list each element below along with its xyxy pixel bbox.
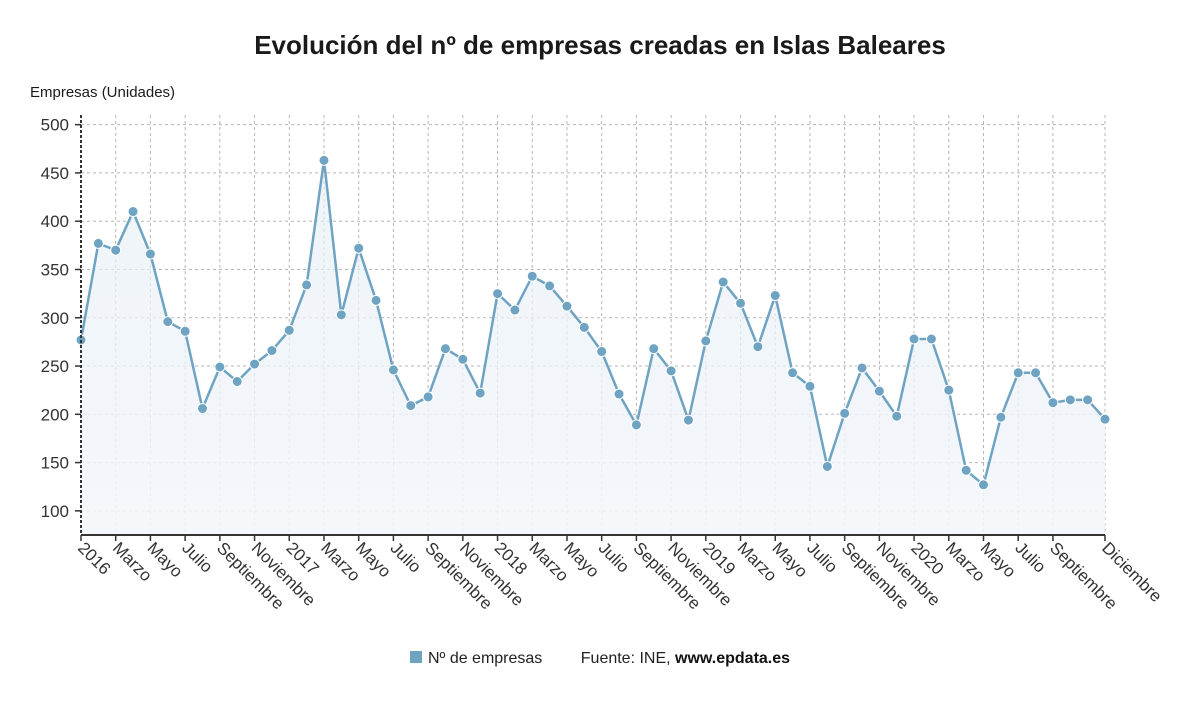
data-point	[214, 361, 226, 373]
data-point	[839, 407, 851, 419]
data-point	[873, 385, 885, 397]
x-tick-label: 2016	[74, 538, 114, 578]
data-point	[1012, 367, 1024, 379]
x-tick-label: Julio	[595, 538, 633, 576]
data-point	[526, 270, 538, 282]
y-tick-label: 300	[41, 309, 69, 328]
data-point	[335, 309, 347, 321]
data-point	[648, 343, 660, 355]
data-point	[682, 414, 694, 426]
data-point	[422, 391, 434, 403]
source-prefix: Fuente: INE,	[580, 650, 676, 667]
data-point	[179, 325, 191, 337]
data-point	[925, 333, 937, 345]
x-tick-label: Julio	[803, 538, 841, 576]
data-point	[266, 345, 278, 357]
y-tick-label: 250	[41, 357, 69, 376]
data-point	[1099, 413, 1111, 425]
data-point	[978, 479, 990, 491]
y-tick-label: 350	[41, 260, 69, 279]
data-point	[891, 410, 903, 422]
x-tick-label: Julio	[178, 538, 216, 576]
data-point	[231, 375, 243, 387]
data-point	[249, 358, 261, 370]
data-point	[492, 288, 504, 300]
data-point	[353, 242, 365, 254]
data-point	[1064, 394, 1076, 406]
y-axis-ticks: 100 150 200 250 300 350 400 450 500	[41, 116, 81, 521]
data-point	[1047, 397, 1059, 409]
legend-swatch	[409, 650, 422, 663]
data-point	[943, 384, 955, 396]
y-tick-label: 100	[41, 502, 69, 521]
data-point	[474, 387, 486, 399]
data-point	[700, 335, 712, 347]
data-point	[596, 346, 608, 358]
y-tick-label: 150	[41, 454, 69, 473]
data-point	[735, 297, 747, 309]
y-tick-label: 400	[41, 212, 69, 231]
y-tick-label: 450	[41, 164, 69, 183]
y-tick-label: 500	[41, 116, 69, 135]
data-point	[717, 276, 729, 288]
data-point	[1030, 367, 1042, 379]
data-point	[283, 324, 295, 336]
data-point	[439, 343, 451, 355]
x-tick-label: Julio	[1011, 538, 1049, 576]
data-point	[387, 364, 399, 376]
data-point	[1082, 394, 1094, 406]
data-point	[457, 353, 469, 365]
chart-title: Evolución del nº de empresas creadas en …	[254, 30, 946, 60]
source-text: Fuente: INE, www.epdata.es	[581, 650, 790, 667]
data-point	[162, 316, 174, 328]
data-point	[769, 290, 781, 302]
y-tick-label: 200	[41, 405, 69, 424]
data-point	[509, 304, 521, 316]
data-point	[405, 400, 417, 412]
x-tick-label: Julio	[387, 538, 425, 576]
data-point	[127, 206, 139, 218]
y-axis-label: Empresas (Unidades)	[30, 84, 176, 101]
data-point	[665, 365, 677, 377]
data-point	[301, 279, 313, 291]
data-point	[144, 248, 156, 260]
data-point	[752, 341, 764, 353]
data-point	[92, 237, 104, 249]
data-point	[856, 362, 868, 374]
data-point	[613, 388, 625, 400]
x-axis-ticks: 2016MarzoMayoJulioSeptiembreNoviembre201…	[74, 535, 1166, 613]
source-brand: www.epdata.es	[675, 650, 791, 667]
series-points	[75, 154, 1111, 491]
data-point	[196, 403, 208, 415]
series-area	[81, 160, 1105, 535]
data-point	[318, 154, 330, 166]
data-point	[561, 300, 573, 312]
data-point	[995, 411, 1007, 423]
data-point	[544, 280, 556, 292]
data-point	[110, 244, 122, 256]
data-point	[821, 460, 833, 472]
legend: Nº de empresas Fuente: INE, www.epdata.e…	[0, 650, 1200, 668]
data-point	[787, 367, 799, 379]
legend-series-label: Nº de empresas	[427, 650, 543, 667]
data-point	[578, 321, 590, 333]
data-point	[75, 334, 87, 346]
data-point	[630, 419, 642, 431]
data-point	[370, 294, 382, 306]
data-point	[908, 333, 920, 345]
data-point	[960, 464, 972, 476]
legend-item: Nº de empresas	[409, 650, 543, 668]
data-point	[804, 380, 816, 392]
